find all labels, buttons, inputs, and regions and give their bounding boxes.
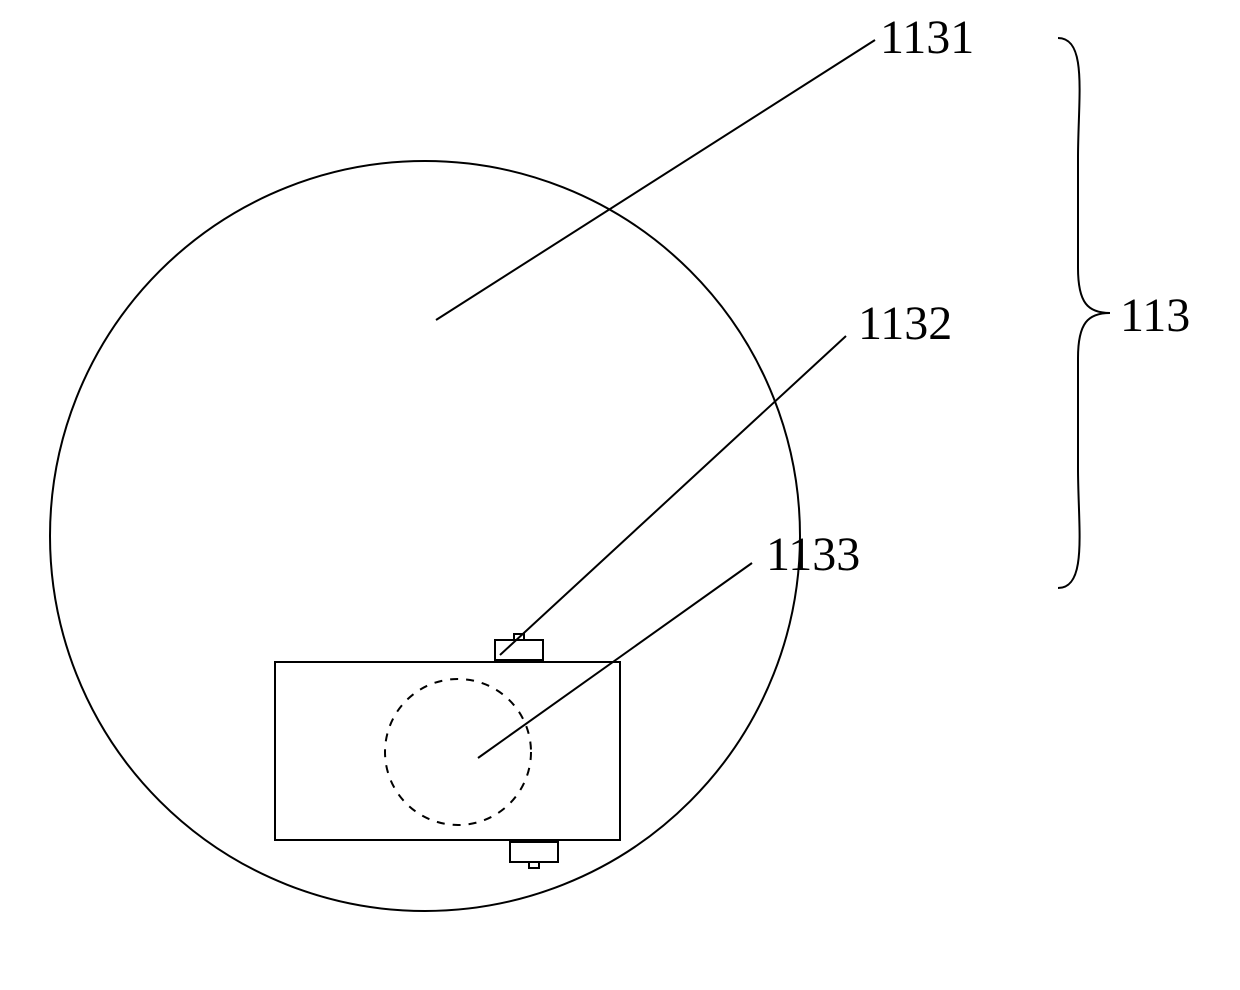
label-1132: 1132	[858, 296, 952, 351]
bottom-tab	[510, 842, 558, 862]
leader-1131	[436, 40, 875, 320]
label-113: 113	[1120, 288, 1190, 343]
main-circle	[50, 161, 800, 911]
top-tab	[495, 640, 543, 660]
bottom-tab-notch	[529, 862, 539, 868]
diagram-canvas	[0, 0, 1240, 990]
label-1131: 1131	[880, 10, 974, 65]
inner-rect	[275, 662, 620, 840]
label-1133: 1133	[766, 527, 860, 582]
brace-113	[1058, 38, 1110, 588]
inner-dashed-circle	[385, 679, 531, 825]
